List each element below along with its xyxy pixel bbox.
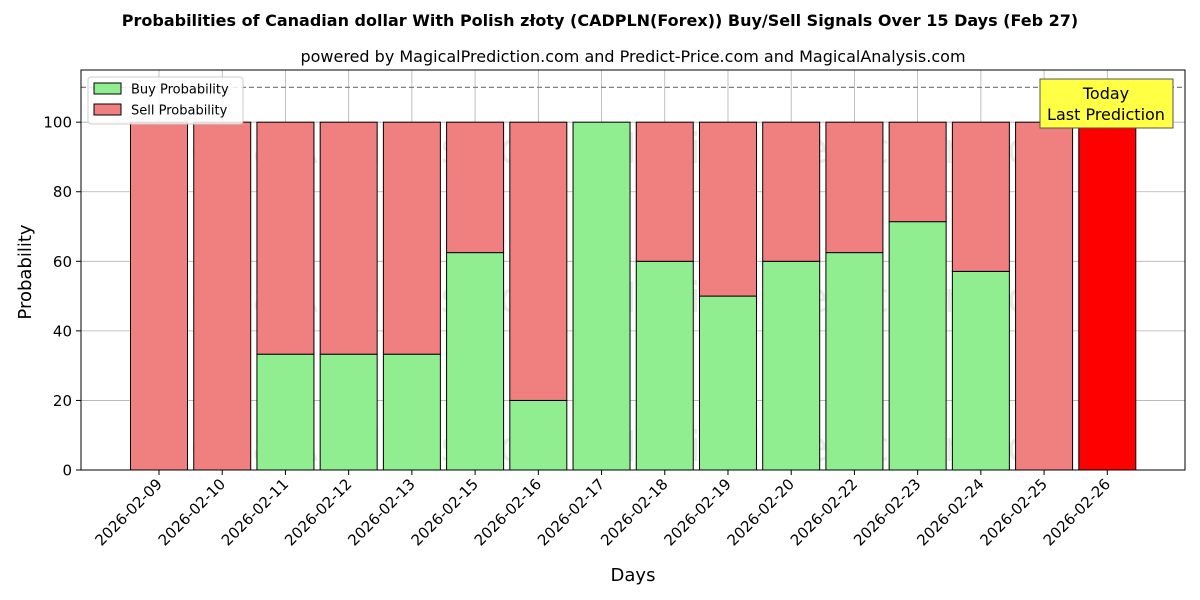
x-axis-label: Days (611, 565, 656, 586)
y-tick-label: 80 (53, 183, 72, 201)
y-tick-label: 20 (53, 392, 72, 410)
bar-buy-2026-02-12 (319, 353, 378, 471)
bar-buy-2026-02-17 (572, 121, 631, 471)
bar-sell-2026-02-15 (446, 121, 505, 254)
y-axis-label: Probability (15, 224, 36, 319)
bar-buy-2026-02-16 (509, 399, 568, 471)
chart-title: Probabilities of Canadian dollar With Po… (122, 11, 1078, 30)
bar-buy-2026-02-23 (888, 221, 947, 471)
plot-frame (80, 69, 1186, 471)
bar-sell-2026-02-24 (951, 121, 1010, 272)
y-tick-label: 60 (53, 253, 72, 271)
bar-buy-2026-02-24 (951, 270, 1010, 471)
bar-sell-2026-02-26 (1078, 121, 1137, 471)
bar-sell-2026-02-25 (1015, 121, 1074, 471)
annotation-line-1: Today (1082, 84, 1129, 103)
legend: Buy Probability Sell Probability (87, 76, 244, 125)
chart-subtitle: powered by MagicalPrediction.com and Pre… (300, 47, 965, 66)
bar-sell-2026-02-09 (130, 121, 188, 471)
bar-buy-2026-02-15 (446, 252, 505, 471)
legend-label: Sell Probability (131, 104, 228, 119)
bar-sell-2026-02-19 (698, 121, 757, 297)
legend-swatch (93, 103, 122, 116)
legend-swatch (93, 82, 122, 95)
bar-buy-2026-02-13 (382, 353, 441, 471)
bar-sell-2026-02-11 (256, 121, 315, 355)
bar-sell-2026-02-16 (509, 121, 568, 401)
bar-sell-2026-02-18 (635, 121, 694, 262)
bar-sell-2026-02-20 (762, 121, 821, 262)
bar-buy-2026-02-19 (698, 295, 757, 471)
bar-buy-2026-02-11 (256, 353, 315, 471)
legend-box (87, 76, 244, 125)
y-tick-label: 40 (53, 322, 72, 340)
bar-buy-2026-02-20 (762, 260, 821, 471)
bar-sell-2026-02-23 (888, 121, 947, 223)
today-annotation: Today Last Prediction (1039, 78, 1174, 129)
bar-sell-2026-02-12 (319, 121, 378, 355)
bars (130, 121, 1137, 471)
bar-sell-2026-02-13 (382, 121, 441, 355)
annotation-line-2: Last Prediction (1047, 105, 1165, 124)
bar-sell-2026-02-10 (193, 121, 252, 471)
y-tick-label: 100 (43, 114, 72, 132)
y-axis: 0 20 40 60 80 100 (43, 114, 81, 480)
bar-buy-2026-02-18 (635, 260, 694, 471)
y-tick-label: 0 (62, 462, 72, 480)
annotation-box (1039, 78, 1174, 129)
bar-buy-2026-02-22 (825, 252, 884, 471)
bar-sell-2026-02-22 (825, 121, 884, 254)
legend-label: Buy Probability (131, 83, 229, 98)
